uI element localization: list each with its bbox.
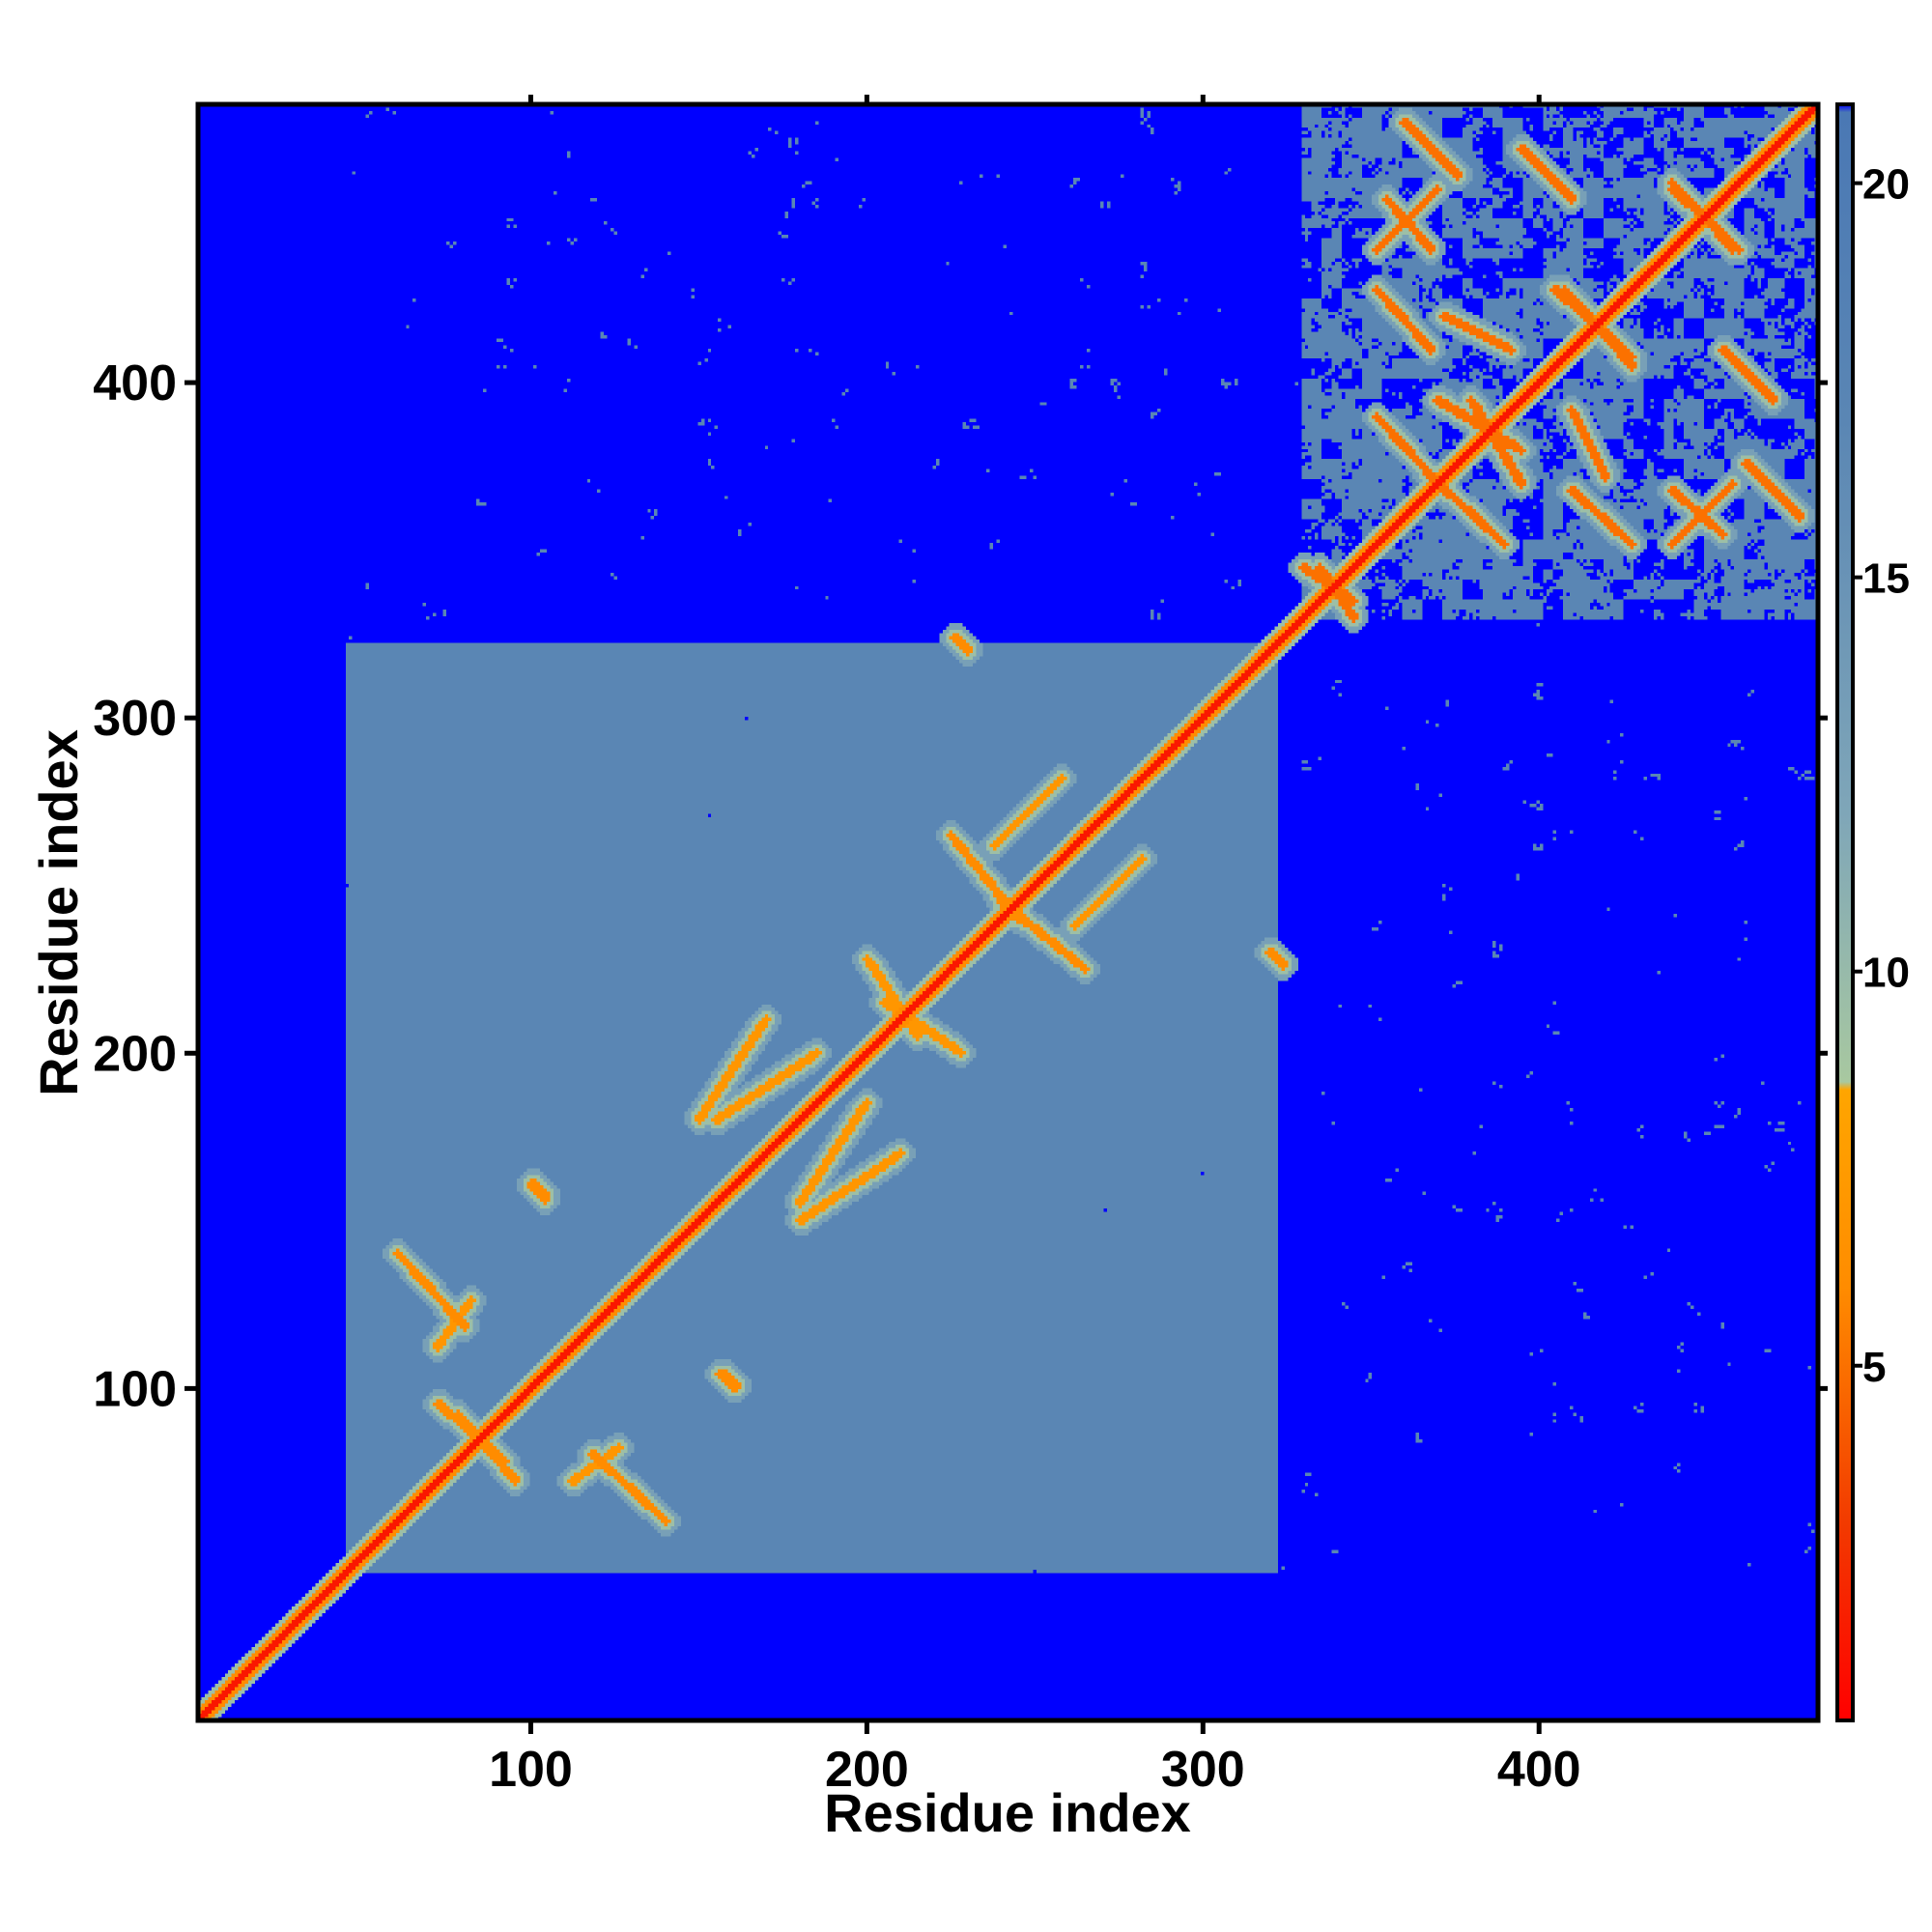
- colorbar-bar: [1835, 102, 1855, 1722]
- x-axis-title: Residue index: [824, 1782, 1191, 1843]
- y-tick-label: 400: [93, 355, 177, 412]
- colorbar-tick-label: 20: [1862, 161, 1910, 209]
- y-tick-label: 100: [93, 1361, 177, 1417]
- x-tick-label: 100: [489, 1742, 573, 1798]
- y-axis: 100 200 300 400: [93, 355, 1828, 1417]
- colorbar: 5 10 15 20: [1835, 102, 1910, 1722]
- colorbar-tick-label: 5: [1862, 1344, 1886, 1391]
- x-axis: 100 200 300 400: [489, 95, 1581, 1798]
- colorbar-tick-label: 15: [1862, 555, 1910, 603]
- heatmap-plot-area: [195, 101, 1821, 1723]
- y-tick-label: 200: [93, 1026, 177, 1082]
- plot-frame: [195, 101, 1821, 1723]
- x-tick-label: 200: [825, 1742, 909, 1798]
- colorbar-ticks: 5 10 15 20: [1853, 161, 1910, 1391]
- colorbar-tick-label: 10: [1862, 950, 1910, 997]
- heatmap-canvas: [198, 104, 1818, 1720]
- y-tick-label: 300: [93, 691, 177, 747]
- x-tick-label: 400: [1497, 1742, 1581, 1798]
- y-axis-title: Residue index: [28, 729, 89, 1096]
- x-tick-label: 300: [1161, 1742, 1245, 1798]
